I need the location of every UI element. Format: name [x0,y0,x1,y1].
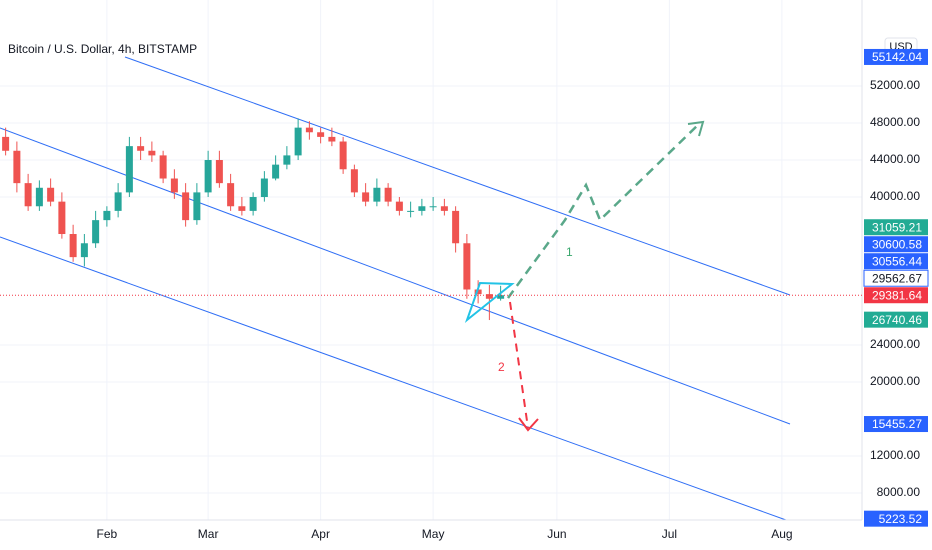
candle-body [204,160,212,193]
candle-body [182,192,190,221]
candle-body [452,210,460,244]
candle-body [227,183,235,207]
candle-body [24,183,32,207]
price-tag-label: 31059.21 [872,220,922,234]
arrowhead-down [518,417,539,432]
y-tick-label: 40000.00 [870,189,920,203]
projection-up [506,122,701,299]
price-tag [863,269,929,287]
candle-body [485,294,493,299]
channel-upper [124,56,791,296]
price-tag-label: 30556.44 [872,254,922,268]
price-tag-label: 5223.52 [879,512,923,526]
chart-title: Bitcoin / U.S. Dollar, 4h, BITSTAMP [8,42,197,56]
price-tag-label: 30600.58 [872,237,922,251]
candle-body [305,127,313,133]
candle-body [35,187,43,207]
candle-body [215,160,223,184]
candle-body [418,206,426,211]
y-tick-label: 48000.00 [870,115,920,129]
candle-body [339,141,347,170]
candles [2,118,505,321]
price-tag [864,311,928,328]
candle-body [395,201,403,211]
x-tick-label: May [422,527,445,541]
candle-body [283,155,291,165]
candle-body [440,206,448,211]
candle-body [148,150,156,156]
y-tick-label: 24000.00 [870,337,920,351]
channel-lower [0,236,787,521]
candle-body [362,192,370,202]
candle-body [47,187,55,202]
price-axis: 8000.00 12000.00 20000.00 24000.00 40000.00 4… [870,78,920,499]
y-tick-label: 44000.00 [870,152,920,166]
candle-body [474,289,482,295]
price-tag-label: 29562.67 [872,271,922,285]
candle-body [137,146,145,151]
candle-body [407,210,415,212]
y-tick-label: 20000.00 [870,374,920,388]
price-tag [864,287,928,304]
candle-body [92,220,100,244]
price-tag-label: 55142.04 [872,50,922,64]
price-tag [864,236,928,253]
candle-body [260,178,268,198]
price-tag-label: 29381.64 [872,288,922,302]
candle-body [69,234,77,258]
candle-body [350,169,358,193]
candle-body [13,150,21,184]
x-tick-label: Apr [311,527,330,541]
y-tick-label: 8000.00 [877,485,921,499]
candle-body [193,192,201,221]
candle-body [328,136,336,142]
x-tick-label: Mar [198,527,219,541]
arrowhead-up [687,120,705,137]
annotation: 2 [498,360,505,374]
candle-body [159,155,167,179]
x-tick-label: Jun [547,527,566,541]
grid [0,0,862,520]
price-tag [864,48,928,65]
annotation: 1 [566,245,573,259]
candle-body [497,295,505,299]
candle-body [317,132,325,137]
x-tick-label: Jul [662,527,677,541]
price-tag [864,253,928,270]
candle-body [80,243,88,258]
price-tag-label: 26740.46 [872,313,922,327]
candle-body [463,243,471,290]
candle-body [125,146,133,193]
candle-body [103,210,111,221]
x-tick-label: Aug [771,527,792,541]
y-tick-label: 12000.00 [870,448,920,462]
candle-body [384,187,392,202]
candle-body [114,192,122,211]
y-tick-label: 52000.00 [870,78,920,92]
triangle-pattern [464,281,515,323]
candle-body [373,187,381,202]
price-tag-label: 15455.27 [872,417,922,431]
candle-body [294,127,302,156]
candle-body [249,197,257,211]
price-tag [864,416,928,433]
candle-body [429,206,437,208]
price-tag [864,510,928,527]
candle-body [272,164,280,179]
x-tick-label: Feb [97,527,118,541]
price-tag [864,219,928,236]
candle-body [238,206,246,211]
projection-down [509,301,529,429]
candle-body [2,136,10,151]
candle-body [58,201,66,235]
candle-body [170,178,178,193]
